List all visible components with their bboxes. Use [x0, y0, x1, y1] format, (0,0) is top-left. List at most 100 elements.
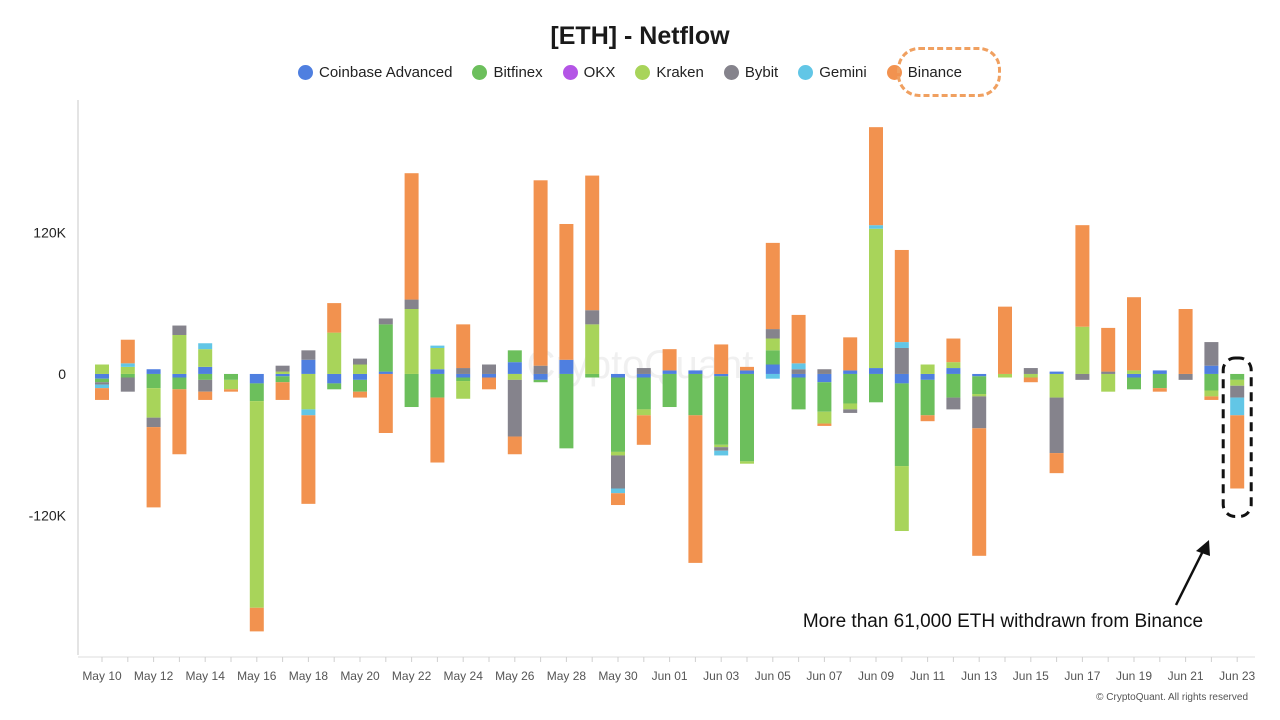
bar-segment-kraken — [972, 394, 987, 397]
x-tick-label: Jun 03 — [703, 669, 739, 683]
bar-segment-bybit — [1023, 368, 1038, 374]
bar-segment-kraken — [172, 334, 187, 374]
bar-segment-bybit — [146, 417, 161, 428]
bar-segment-bybit — [585, 310, 600, 325]
bar-segment-binance — [378, 373, 393, 433]
bar-segment-bybit — [1230, 385, 1245, 398]
bar-segment-bitfinex — [611, 377, 625, 452]
bar-segment-bitfinex — [636, 377, 651, 410]
bar-segment-bitfinex — [894, 383, 909, 467]
bar-segment-coinbase-advanced — [1127, 373, 1141, 378]
bar-segment-bitfinex — [817, 382, 832, 412]
annotation-arrow-line — [1174, 546, 1207, 606]
bar-segment-kraken — [946, 362, 961, 369]
bar-segment-bitfinex — [1152, 373, 1167, 389]
bar-segment-coinbase-advanced — [95, 373, 109, 379]
legend-item-gemini[interactable]: Gemini — [798, 64, 867, 81]
legend-item-okx[interactable]: OKX — [562, 63, 616, 81]
y-tick-label: 120K — [33, 224, 66, 240]
x-tick-label: Jun 07 — [806, 669, 842, 683]
bar-segment-bybit — [1075, 373, 1090, 380]
legend-item-bitfinex[interactable]: Bitfinex — [472, 63, 543, 81]
x-tick-label: May 16 — [237, 669, 277, 683]
bar-segment-bybit — [1178, 373, 1193, 380]
legend-dot-gemini — [798, 64, 814, 80]
bar-segment-gemini — [301, 409, 316, 416]
bar-segment-coinbase-advanced — [198, 366, 213, 374]
x-tick-label: May 14 — [186, 669, 226, 683]
legend-label-bitfinex: Bitfinex — [493, 63, 543, 81]
bar-segment-gemini — [95, 384, 109, 389]
bar-segment-binance — [972, 428, 987, 556]
bar-segment-kraken — [1023, 373, 1038, 378]
bar-segment-coinbase-advanced — [791, 373, 806, 378]
bar-segment-bybit — [275, 365, 290, 372]
bar-segment-bybit — [353, 358, 367, 365]
bar-segment-gemini — [611, 488, 625, 494]
chart-title: [ETH] - Netflow — [550, 22, 730, 50]
bar-segment-kraken — [998, 373, 1012, 378]
x-tick-label: May 28 — [547, 669, 587, 683]
bar-segment-kraken — [1101, 373, 1116, 392]
bar-segment-binance — [1178, 309, 1193, 374]
bar-segment-coinbase-advanced — [327, 373, 342, 384]
bar-segment-kraken — [1049, 373, 1064, 398]
bar-segment-kraken — [404, 309, 419, 374]
bar-segment-bitfinex — [404, 373, 419, 408]
bar-segment-kraken — [146, 388, 161, 418]
x-tick-label: May 30 — [598, 669, 638, 683]
bar-segment-kraken — [95, 364, 109, 374]
bar-segment-coinbase-advanced — [636, 373, 651, 378]
bar-segment-bitfinex — [1204, 373, 1219, 391]
bar-segment-binance — [1230, 415, 1245, 489]
bar-segment-binance — [920, 415, 935, 422]
bar-segment-bybit — [714, 447, 729, 451]
legend-item-bybit[interactable]: Bybit — [723, 64, 778, 81]
bar-segment-binance — [507, 436, 522, 455]
bar-segment-bybit — [1049, 397, 1064, 454]
bar-segment-binance — [120, 339, 135, 364]
bar-segment-bybit — [843, 409, 858, 413]
bar-segment-bybit — [636, 368, 651, 374]
x-tick-label: May 12 — [134, 669, 174, 683]
bar-segment-kraken — [224, 379, 238, 390]
bar-segment-binance — [172, 389, 187, 455]
bar-segment-binance — [894, 249, 909, 343]
bar-segment-gemini — [1230, 397, 1245, 416]
legend-item-kraken[interactable]: Kraken — [635, 64, 704, 81]
bar-segment-gemini — [198, 343, 213, 350]
bar-segment-gemini — [714, 450, 729, 456]
bar-segment-kraken — [920, 364, 935, 374]
bar-segment-bitfinex — [120, 373, 135, 378]
legend-item-coinbase[interactable]: Coinbase Advanced — [298, 64, 452, 81]
bar-segment-kraken — [636, 409, 651, 416]
bar-segment-kraken — [740, 461, 754, 464]
x-tick-label: Jun 17 — [1064, 669, 1100, 683]
bar-segment-bitfinex — [869, 373, 883, 403]
bar-segment-bitfinex — [533, 379, 548, 383]
legend-label-coinbase: Coinbase Advanced — [319, 63, 453, 81]
bar-segment-binance — [869, 127, 883, 226]
bar-segment-bitfinex — [172, 377, 187, 390]
bar-segment-coinbase-advanced — [533, 373, 548, 380]
x-tick-label: May 24 — [444, 669, 484, 683]
legend-label-okx: OKX — [583, 63, 616, 81]
bar-segment-binance — [791, 314, 806, 364]
bar-segment-gemini — [894, 342, 909, 348]
bar-segment-kraken — [301, 373, 316, 410]
bar-segment-kraken — [120, 366, 135, 374]
bar-segment-gemini — [430, 345, 445, 348]
bar-segment-binance — [1075, 225, 1090, 327]
bar-segment-kraken — [249, 401, 264, 608]
bar-segment-coinbase-advanced — [843, 370, 858, 374]
bar-segment-binance — [636, 415, 651, 445]
bar-segment-coinbase-advanced — [894, 373, 909, 384]
bar-segment-binance — [740, 366, 754, 371]
bar-segment-bybit — [456, 368, 471, 374]
annotation-highlight-box — [1221, 356, 1253, 519]
bar-segment-coinbase-advanced — [456, 373, 471, 378]
legend-dot-okx — [562, 64, 578, 80]
bar-segment-coinbase-advanced — [765, 364, 780, 374]
bar-segment-binance — [1023, 377, 1038, 383]
bar-segment-coinbase-advanced — [740, 370, 754, 374]
